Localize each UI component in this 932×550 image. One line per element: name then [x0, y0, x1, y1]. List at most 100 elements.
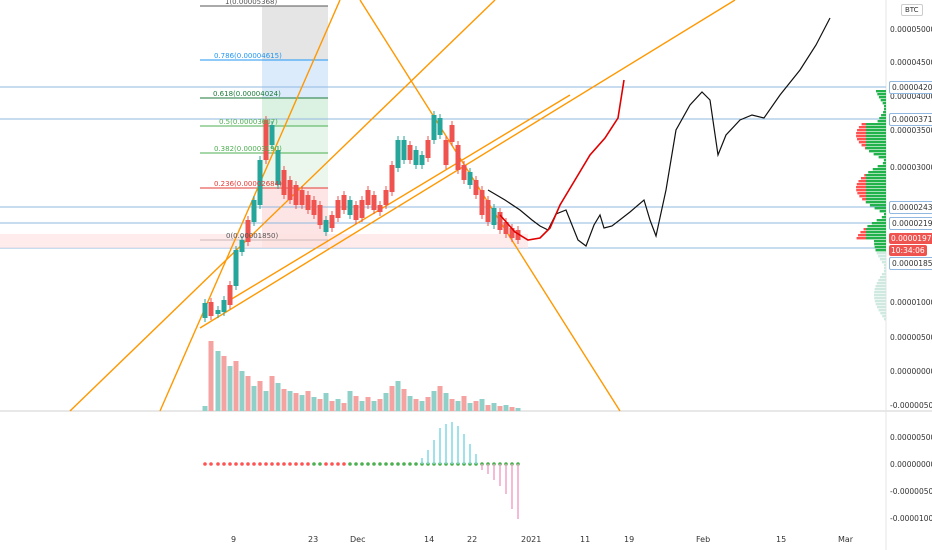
- volume-profile-sell: [860, 231, 866, 234]
- volume-profile-sell: [857, 192, 866, 195]
- candle-body: [293, 185, 299, 205]
- candle-body: [383, 190, 389, 205]
- volume-profile-buy: [874, 300, 886, 303]
- squeeze-dot: [402, 462, 406, 466]
- volume-profile-buy: [875, 303, 886, 306]
- candle-body: [407, 145, 413, 160]
- volume-profile-buy: [869, 204, 886, 207]
- oscillator-axis-label: 0.00000500: [890, 433, 932, 442]
- date-axis-label: 19: [624, 535, 635, 544]
- volume-profile-sell: [856, 183, 866, 186]
- volume-profile-buy: [882, 162, 886, 165]
- date-axis-label: Mar: [838, 535, 854, 544]
- volume-profile-buy: [883, 270, 886, 273]
- volume-profile-buy: [866, 234, 886, 237]
- volume-profile-buy: [879, 276, 886, 279]
- volume-profile-buy: [874, 243, 886, 246]
- squeeze-dot: [384, 462, 388, 466]
- squeeze-dot: [252, 462, 256, 466]
- volume-profile-buy: [866, 132, 886, 135]
- squeeze-dot: [234, 462, 238, 466]
- volume-profile-buy: [883, 159, 886, 162]
- trendline-1: [159, 0, 341, 412]
- price-axis-label: 0.00000000: [890, 367, 932, 376]
- fib-level-label: 0.382(0.00003190): [214, 145, 282, 153]
- volume-profile-buy: [866, 135, 886, 138]
- squeeze-dot: [264, 462, 268, 466]
- date-axis-label: 2021: [521, 535, 542, 544]
- candle-body: [431, 115, 437, 140]
- volume-profile-sell: [858, 141, 866, 144]
- volume-profile-buy: [869, 150, 886, 153]
- price-axis-label: 0.00003500: [890, 126, 932, 135]
- volume-profile-buy: [874, 246, 886, 249]
- date-axis-label: 14: [424, 535, 435, 544]
- volume-profile-sell: [860, 177, 866, 180]
- candle-body: [455, 145, 461, 170]
- volume-bar: [443, 393, 449, 411]
- volume-profile-buy: [875, 90, 886, 93]
- price-axis-badge: 0.00001976: [889, 233, 932, 244]
- volume-profile-buy: [866, 123, 886, 126]
- volume-profile-buy: [875, 249, 886, 252]
- squeeze-dot: [203, 462, 207, 466]
- candle-body: [479, 190, 485, 215]
- candle-body: [413, 150, 419, 165]
- volume-bar: [461, 396, 467, 411]
- fib-level-label: 0.786(0.00004615): [214, 52, 282, 60]
- volume-profile-sell: [856, 186, 866, 189]
- volume-profile-buy: [874, 240, 886, 243]
- volume-bar: [215, 351, 221, 411]
- volume-bar: [479, 399, 485, 411]
- volume-profile-buy: [876, 282, 886, 285]
- volume-profile-buy: [884, 267, 886, 270]
- squeeze-dot: [354, 462, 358, 466]
- volume-profile-buy: [866, 186, 886, 189]
- volume-profile-buy: [875, 285, 886, 288]
- volume-profile-buy: [874, 207, 886, 210]
- volume-bar: [431, 391, 437, 411]
- volume-profile-buy: [876, 219, 886, 222]
- candle-body: [515, 230, 521, 240]
- volume-profile-buy: [866, 231, 886, 234]
- candle-body: [257, 160, 263, 205]
- volume-profile-buy: [879, 117, 886, 120]
- volume-bar: [353, 396, 359, 411]
- price-axis-label: 0.00001000: [890, 298, 932, 307]
- volume-bar: [305, 391, 311, 411]
- volume-bar: [275, 383, 281, 411]
- volume-profile-buy: [877, 93, 886, 96]
- volume-profile-buy: [866, 201, 886, 204]
- volume-bar: [407, 396, 413, 411]
- squeeze-dot: [216, 462, 220, 466]
- volume-profile-buy: [866, 237, 886, 240]
- volume-bar: [437, 386, 443, 411]
- volume-profile-buy: [884, 108, 886, 111]
- volume-profile-sell: [856, 132, 866, 135]
- volume-bar: [449, 399, 455, 411]
- currency-label[interactable]: BTC: [901, 4, 923, 16]
- volume-bar: [287, 391, 293, 411]
- squeeze-dot: [390, 462, 394, 466]
- candle-body: [335, 200, 341, 218]
- volume-profile-sell: [864, 174, 866, 177]
- price-axis-label: -0.00000500: [890, 401, 932, 410]
- candle-body: [245, 220, 251, 242]
- candle-body: [401, 140, 407, 160]
- candle-body: [461, 165, 467, 180]
- date-axis-label: 11: [580, 535, 591, 544]
- volume-profile-buy: [884, 213, 886, 216]
- squeeze-dot: [336, 462, 340, 466]
- volume-profile-buy: [866, 147, 886, 150]
- trendline-0: [69, 0, 496, 412]
- volume-profile-buy: [878, 309, 886, 312]
- candle-body: [263, 120, 269, 160]
- volume-bar: [329, 401, 335, 411]
- fib-level-label: 0(0.00001850): [226, 232, 279, 240]
- candle-body: [299, 190, 305, 205]
- volume-profile-buy: [881, 261, 886, 264]
